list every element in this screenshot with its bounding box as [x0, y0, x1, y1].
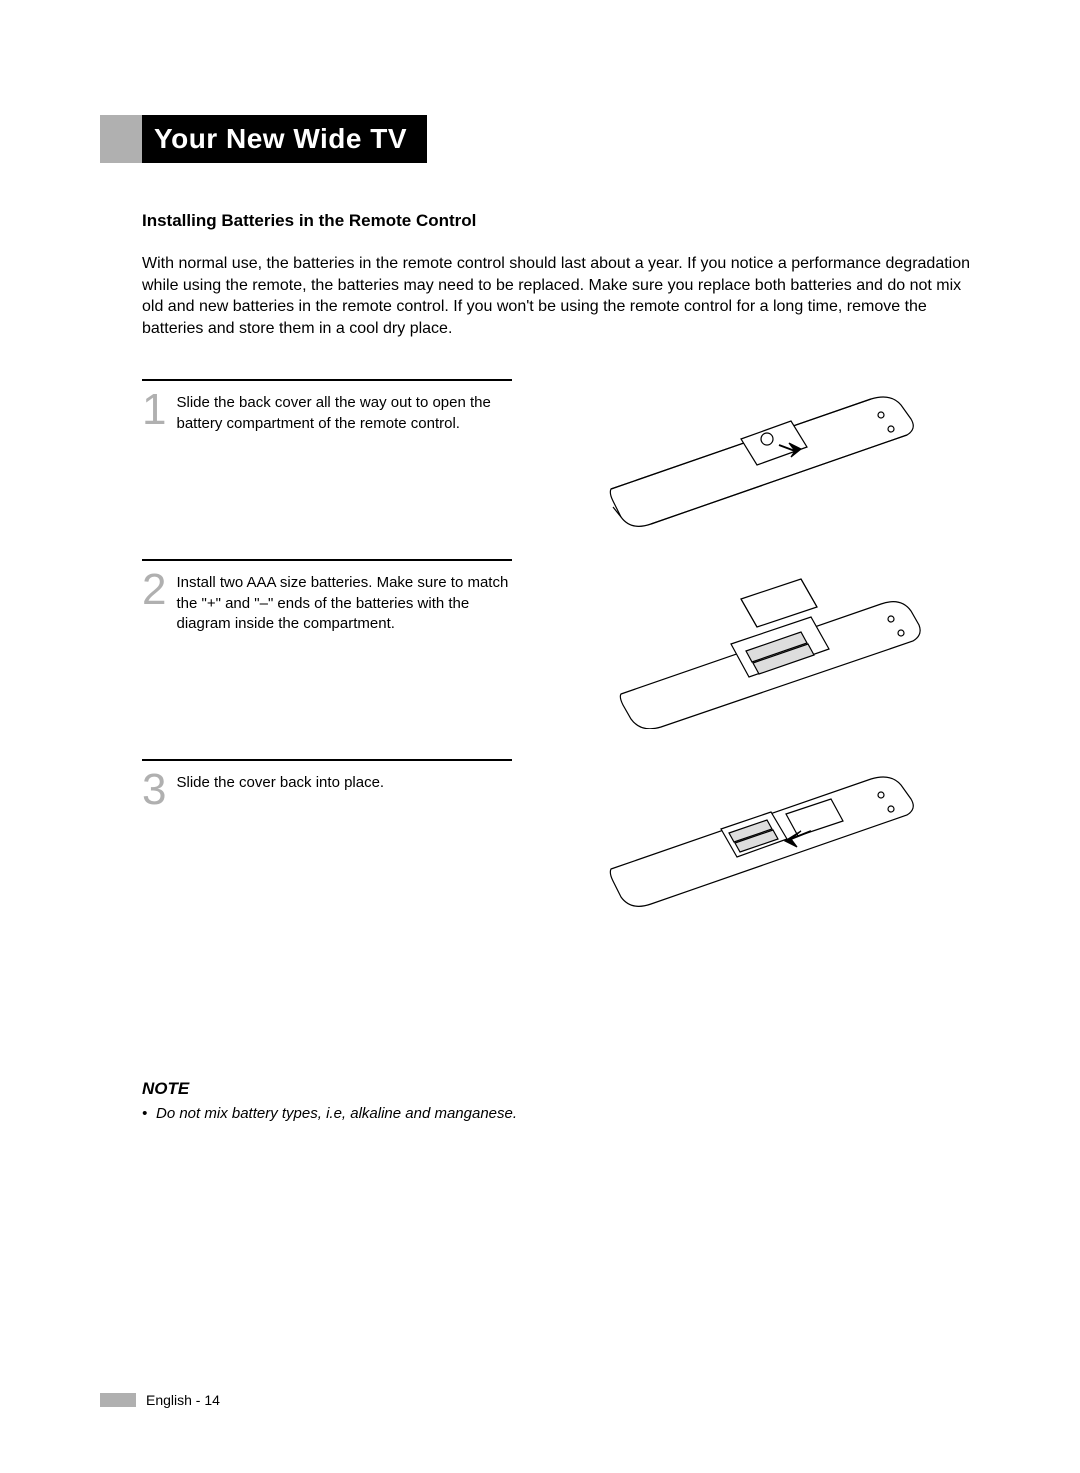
step-left: 3 Slide the cover back into place. — [142, 759, 512, 808]
step-number: 2 — [142, 571, 166, 634]
footer-page-label: English - 14 — [146, 1392, 220, 1408]
section-header: Your New Wide TV — [100, 115, 980, 163]
footer-gray-tab — [100, 1393, 136, 1407]
step-row: 3 Slide the cover back into place. — [142, 759, 980, 909]
remote-slide-open-icon — [591, 379, 931, 529]
header-gray-tab — [100, 115, 142, 163]
step-illustration — [542, 759, 980, 909]
step-row: 1 Slide the back cover all the way out t… — [142, 379, 980, 529]
step-text: Slide the cover back into place. — [176, 771, 384, 808]
step-illustration — [542, 379, 980, 529]
step-text: Slide the back cover all the way out to … — [176, 391, 512, 434]
page-footer: English - 14 — [100, 1392, 220, 1408]
section-title: Your New Wide TV — [142, 115, 427, 163]
step-text: Install two AAA size batteries. Make sur… — [176, 571, 512, 634]
step-number: 3 — [142, 771, 166, 808]
step-left: 1 Slide the back cover all the way out t… — [142, 379, 512, 434]
steps-list: 1 Slide the back cover all the way out t… — [142, 379, 980, 909]
step-row: 2 Install two AAA size batteries. Make s… — [142, 559, 980, 729]
subheading: Installing Batteries in the Remote Contr… — [142, 211, 980, 231]
remote-slide-close-icon — [591, 759, 931, 909]
intro-paragraph: With normal use, the batteries in the re… — [142, 253, 980, 339]
remote-insert-batteries-icon — [591, 559, 931, 729]
step-left: 2 Install two AAA size batteries. Make s… — [142, 559, 512, 634]
step-number: 1 — [142, 391, 166, 434]
note-block: NOTE Do not mix battery types, i.e, alka… — [142, 1079, 980, 1122]
step-illustration — [542, 559, 980, 729]
note-item: Do not mix battery types, i.e, alkaline … — [142, 1105, 980, 1122]
note-heading: NOTE — [142, 1079, 980, 1099]
